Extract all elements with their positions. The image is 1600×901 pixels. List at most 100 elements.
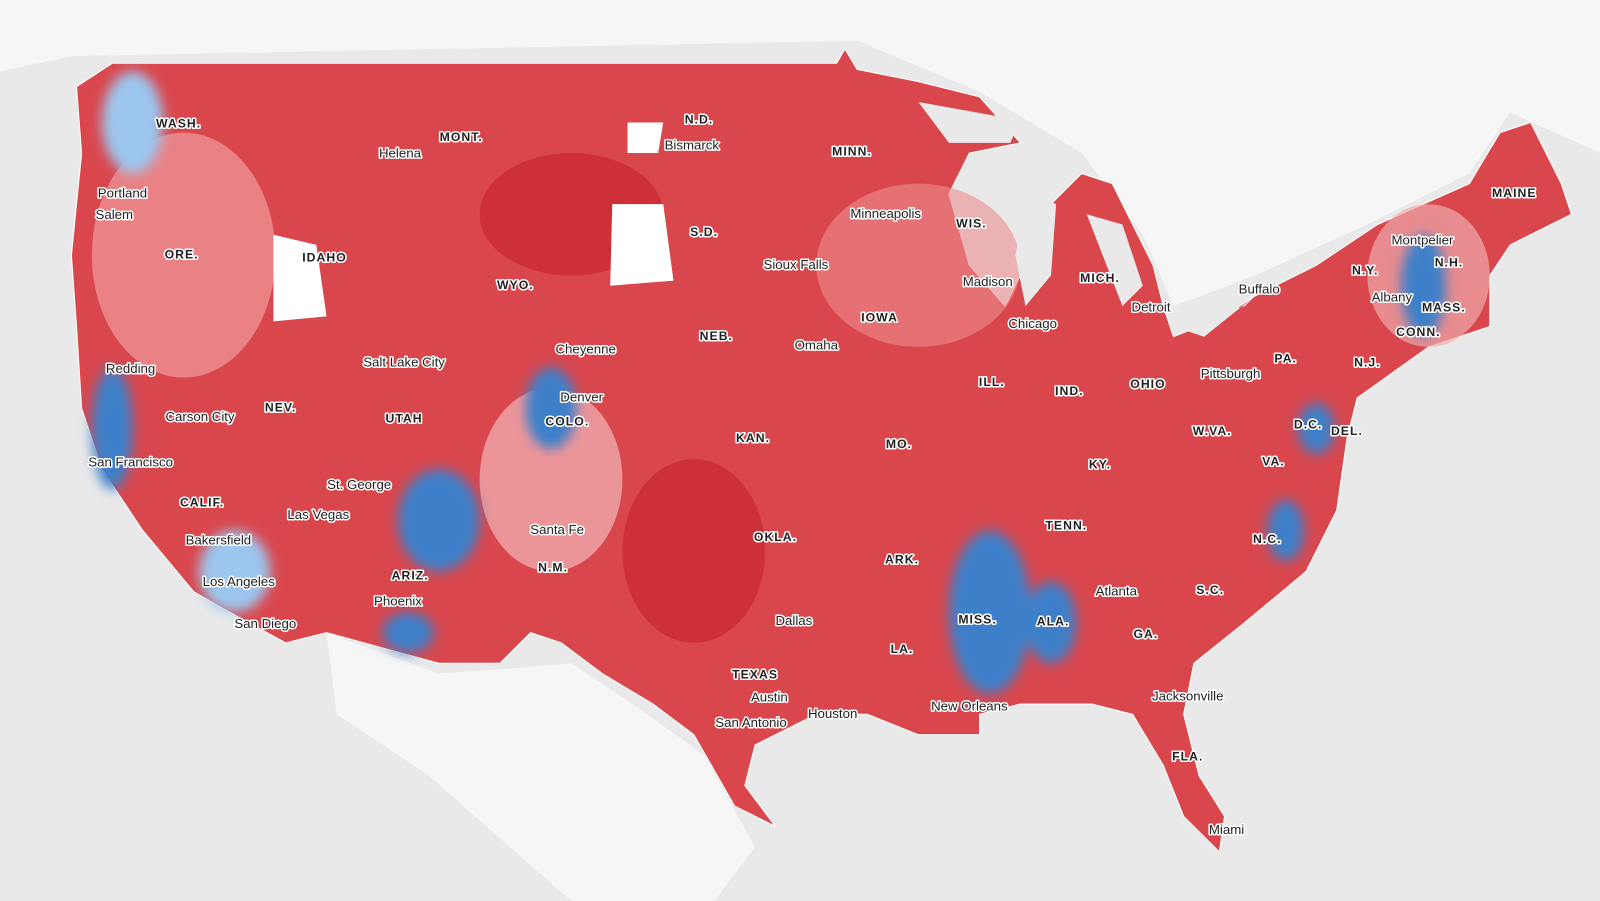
- blue-area: [397, 469, 480, 572]
- state-label: N.C.: [1253, 532, 1282, 546]
- unpopulated-areas: [273, 122, 674, 322]
- state-label: WIS.: [956, 217, 987, 231]
- blue-area: [198, 530, 271, 613]
- city-label: Salt Lake City: [363, 355, 445, 370]
- city-label: Dallas: [775, 613, 812, 628]
- state-label: WYO.: [497, 278, 534, 292]
- state-label: N.D.: [685, 113, 714, 127]
- labels: Helena Bismarck Portland Salem Minneapolis Si…: [87, 111, 1537, 839]
- state-label: FLA.: [1172, 749, 1203, 763]
- precinct-shading: [91, 132, 1490, 643]
- state-label: IND.: [1055, 384, 1084, 398]
- city-label: Salem: [96, 207, 134, 222]
- dark-red-area: [622, 459, 766, 643]
- city-label: Atlanta: [1096, 583, 1138, 598]
- state-label: DEL.: [1331, 424, 1363, 438]
- state-label: ORE.: [165, 247, 199, 261]
- state-label: MAINE: [1492, 186, 1537, 200]
- empty-area: [627, 122, 664, 154]
- state-label: OKLA.: [754, 530, 797, 544]
- state-label: ARIZ.: [392, 569, 429, 583]
- city-label: Redding: [106, 361, 155, 376]
- city-label: Portland: [98, 185, 147, 200]
- blue-area: [91, 367, 133, 490]
- city-label: Chicago: [1008, 316, 1057, 331]
- canada: [0, 0, 1600, 307]
- state-label: CALIF.: [180, 495, 224, 509]
- state-label: VA.: [1262, 454, 1285, 468]
- state-label: MASS.: [1422, 300, 1466, 314]
- state-label: D.C.: [1294, 418, 1323, 432]
- state-label: ILL.: [979, 375, 1005, 389]
- blue-area: [1025, 581, 1077, 664]
- state-label: N.M.: [538, 561, 568, 575]
- blue-area: [1401, 234, 1446, 337]
- state-label: MONT.: [440, 130, 483, 144]
- great-lakes: [918, 102, 1256, 337]
- city-label: San Francisco: [88, 455, 173, 470]
- city-label: New Orleans: [931, 699, 1008, 714]
- city-label: Montpelier: [1392, 232, 1454, 247]
- city-label: Jacksonville: [1152, 688, 1223, 703]
- lake: [1086, 214, 1143, 307]
- state-label: N.H.: [1435, 255, 1464, 269]
- city-label: Sioux Falls: [764, 257, 829, 272]
- state-label: CONN.: [1396, 325, 1441, 339]
- city-label: Los Angeles: [203, 574, 276, 589]
- blue-area: [102, 71, 164, 174]
- empty-area: [610, 204, 674, 286]
- state-label: MO.: [886, 437, 912, 451]
- city-label: Phoenix: [374, 594, 422, 609]
- state-label: NEV.: [265, 400, 297, 414]
- city-label: Detroit: [1132, 300, 1171, 315]
- light-red-area: [816, 183, 1021, 347]
- state-label: KAN.: [736, 431, 770, 445]
- city-label: Cheyenne: [556, 341, 616, 356]
- lake: [1015, 193, 1057, 307]
- city-label: Madison: [963, 274, 1013, 289]
- state-label: W.VA.: [1193, 424, 1232, 438]
- blue-area: [1297, 403, 1335, 455]
- city-label: Helena: [379, 146, 422, 161]
- state-label: NEB.: [700, 329, 733, 343]
- state-label: LA.: [891, 642, 914, 656]
- city-label: Buffalo: [1239, 281, 1280, 296]
- empty-area: [273, 234, 327, 322]
- mexico: [326, 632, 756, 901]
- state-label: GA.: [1134, 627, 1159, 641]
- state-label: OHIO: [1130, 377, 1165, 391]
- state-label: S.C.: [1196, 583, 1224, 597]
- lake: [1173, 295, 1256, 337]
- state-label: WASH.: [156, 117, 201, 131]
- city-label: Miami: [1209, 822, 1244, 837]
- city-label: Bakersfield: [186, 532, 252, 547]
- light-red-area: [91, 132, 276, 378]
- state-label: TENN.: [1045, 519, 1087, 533]
- state-label: UTAH: [386, 412, 423, 426]
- city-label: Denver: [560, 389, 603, 404]
- state-label: ARK.: [885, 552, 919, 566]
- lake: [918, 102, 1021, 143]
- state-label: IDAHO: [302, 250, 347, 264]
- state-label: N.Y.: [1352, 264, 1379, 278]
- state-label: KY.: [1089, 458, 1111, 472]
- state-label: MINN.: [832, 144, 872, 158]
- state-label: N.J.: [1354, 355, 1381, 369]
- city-label: Bismarck: [665, 137, 720, 152]
- state-label: MISS.: [958, 613, 996, 627]
- city-label: Albany: [1372, 289, 1413, 304]
- city-label: San Antonio: [715, 715, 786, 730]
- light-red-area: [479, 387, 623, 572]
- state-label: IOWA: [861, 311, 898, 325]
- city-label: Minneapolis: [850, 206, 921, 221]
- blue-area: [382, 612, 434, 654]
- city-label: Omaha: [795, 337, 839, 352]
- city-label: San Diego: [234, 616, 296, 631]
- state-label: COLO.: [545, 415, 589, 429]
- state-label: S.D.: [690, 225, 718, 239]
- city-label: Carson City: [165, 409, 235, 424]
- blue-area: [525, 367, 577, 449]
- state-label: MICH.: [1080, 271, 1120, 285]
- city-label: St. George: [327, 477, 391, 492]
